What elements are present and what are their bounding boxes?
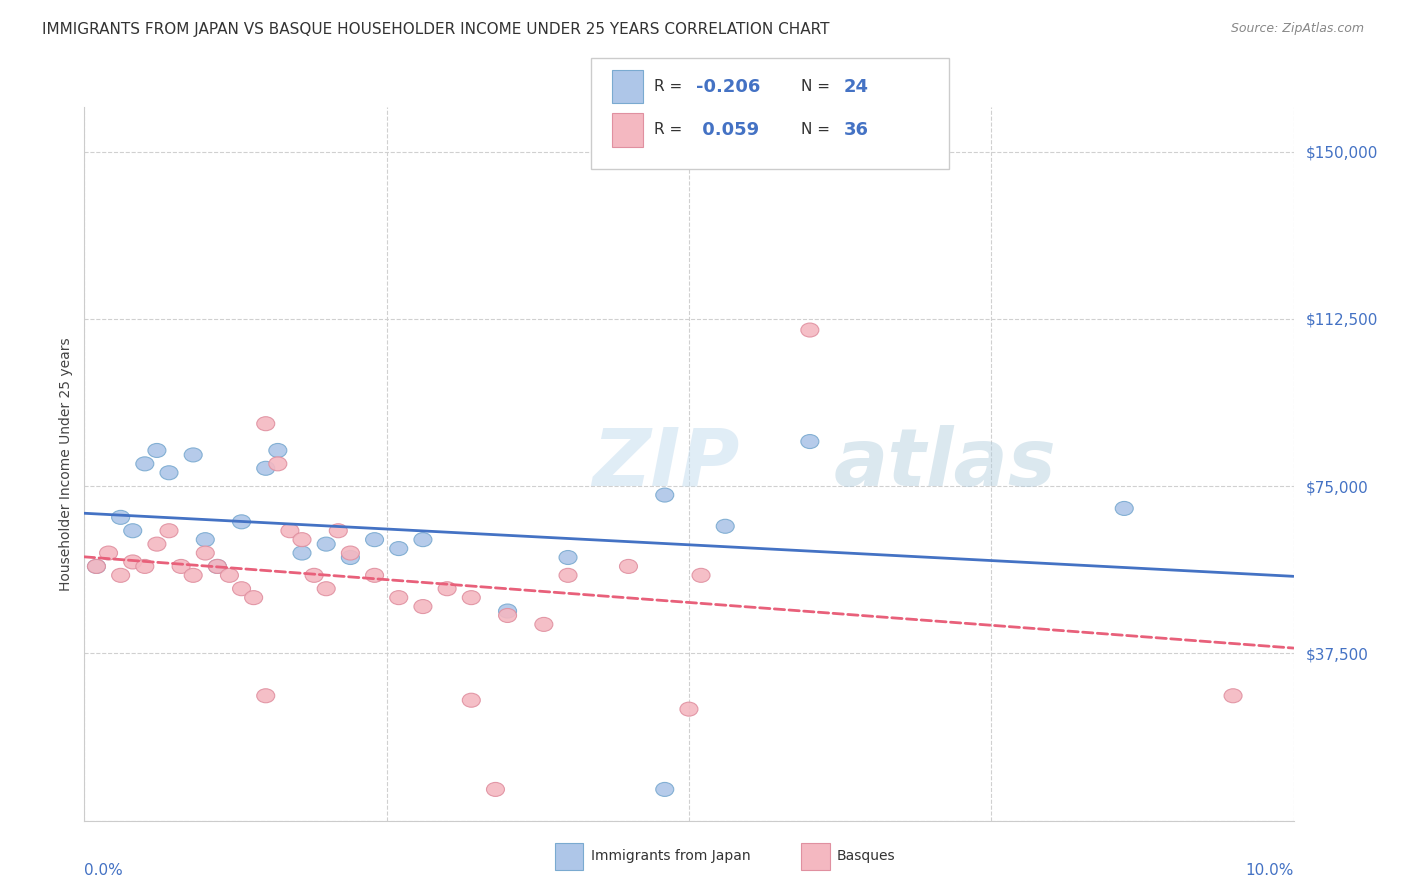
Text: Immigrants from Japan: Immigrants from Japan	[591, 849, 751, 863]
Ellipse shape	[184, 568, 202, 582]
Ellipse shape	[87, 559, 105, 574]
Ellipse shape	[232, 582, 250, 596]
Ellipse shape	[413, 533, 432, 547]
Ellipse shape	[124, 555, 142, 569]
Ellipse shape	[655, 782, 673, 797]
Ellipse shape	[389, 591, 408, 605]
Ellipse shape	[221, 568, 239, 582]
Text: 36: 36	[844, 120, 869, 138]
Ellipse shape	[111, 568, 129, 582]
Text: R =: R =	[654, 79, 688, 94]
Text: Basques: Basques	[837, 849, 896, 863]
Ellipse shape	[681, 702, 697, 716]
Ellipse shape	[172, 559, 190, 574]
Text: atlas: atlas	[834, 425, 1057, 503]
Ellipse shape	[269, 443, 287, 458]
Ellipse shape	[342, 550, 360, 565]
Ellipse shape	[499, 604, 516, 618]
Text: 10.0%: 10.0%	[1246, 863, 1294, 879]
Ellipse shape	[100, 546, 118, 560]
Text: N =: N =	[801, 79, 835, 94]
Ellipse shape	[620, 559, 637, 574]
Ellipse shape	[560, 568, 576, 582]
Text: Source: ZipAtlas.com: Source: ZipAtlas.com	[1230, 22, 1364, 36]
Ellipse shape	[208, 559, 226, 574]
Ellipse shape	[136, 457, 153, 471]
Ellipse shape	[318, 582, 335, 596]
Ellipse shape	[329, 524, 347, 538]
Ellipse shape	[111, 510, 129, 524]
Text: 0.059: 0.059	[696, 120, 759, 138]
Y-axis label: Householder Income Under 25 years: Householder Income Under 25 years	[59, 337, 73, 591]
Ellipse shape	[499, 608, 516, 623]
Ellipse shape	[318, 537, 335, 551]
Ellipse shape	[197, 533, 214, 547]
Ellipse shape	[534, 617, 553, 632]
Ellipse shape	[148, 443, 166, 458]
Text: 24: 24	[844, 78, 869, 95]
Ellipse shape	[692, 568, 710, 582]
Ellipse shape	[292, 533, 311, 547]
Ellipse shape	[160, 466, 179, 480]
Ellipse shape	[245, 591, 263, 605]
Ellipse shape	[257, 689, 274, 703]
Ellipse shape	[560, 550, 576, 565]
Ellipse shape	[281, 524, 299, 538]
Ellipse shape	[439, 582, 456, 596]
Ellipse shape	[208, 559, 226, 574]
Ellipse shape	[136, 559, 153, 574]
Text: IMMIGRANTS FROM JAPAN VS BASQUE HOUSEHOLDER INCOME UNDER 25 YEARS CORRELATION CH: IMMIGRANTS FROM JAPAN VS BASQUE HOUSEHOL…	[42, 22, 830, 37]
Ellipse shape	[366, 568, 384, 582]
Ellipse shape	[257, 417, 274, 431]
Ellipse shape	[232, 515, 250, 529]
Ellipse shape	[389, 541, 408, 556]
Ellipse shape	[197, 546, 214, 560]
Ellipse shape	[257, 461, 274, 475]
Text: R =: R =	[654, 122, 688, 137]
Ellipse shape	[801, 323, 818, 337]
Ellipse shape	[366, 533, 384, 547]
Ellipse shape	[148, 537, 166, 551]
Ellipse shape	[655, 488, 673, 502]
Ellipse shape	[160, 524, 179, 538]
Ellipse shape	[342, 546, 360, 560]
Ellipse shape	[413, 599, 432, 614]
Ellipse shape	[269, 457, 287, 471]
Text: 0.0%: 0.0%	[84, 863, 124, 879]
Text: N =: N =	[801, 122, 835, 137]
Ellipse shape	[292, 546, 311, 560]
Ellipse shape	[87, 559, 105, 574]
Ellipse shape	[716, 519, 734, 533]
Ellipse shape	[184, 448, 202, 462]
Ellipse shape	[801, 434, 818, 449]
Ellipse shape	[486, 782, 505, 797]
Text: -0.206: -0.206	[696, 78, 761, 95]
Ellipse shape	[305, 568, 323, 582]
Ellipse shape	[463, 693, 481, 707]
Ellipse shape	[1225, 689, 1241, 703]
Text: ZIP: ZIP	[592, 425, 740, 503]
Ellipse shape	[463, 591, 481, 605]
Ellipse shape	[124, 524, 142, 538]
Ellipse shape	[1115, 501, 1133, 516]
